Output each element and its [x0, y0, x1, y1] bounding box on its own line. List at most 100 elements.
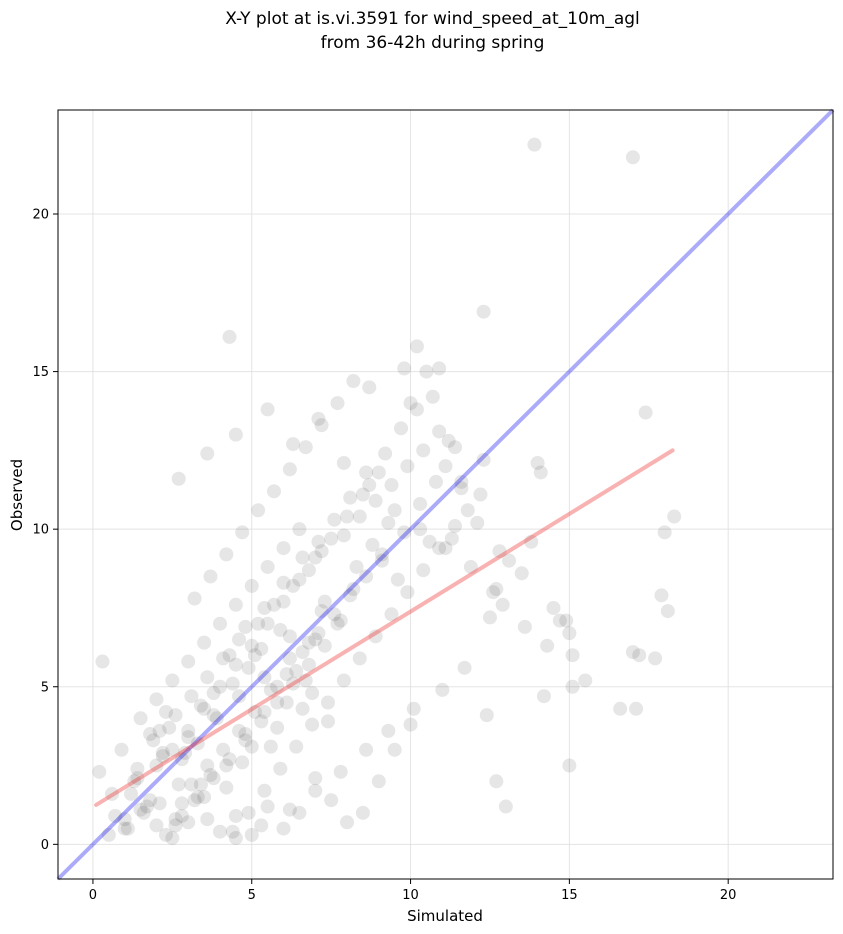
data-point [352, 651, 367, 666]
data-point [403, 396, 418, 411]
data-point [187, 793, 202, 808]
data-point [266, 484, 281, 499]
data-point [613, 701, 628, 716]
data-point [359, 569, 374, 584]
data-point [454, 474, 469, 489]
data-point [340, 815, 355, 830]
data-point [324, 531, 339, 546]
data-point [260, 402, 275, 417]
y-tick-label-0: 0 [41, 838, 49, 853]
data-point [368, 629, 383, 644]
data-point [244, 638, 259, 653]
data-point [327, 607, 342, 622]
data-point [241, 660, 256, 675]
data-point [219, 547, 234, 562]
data-point [143, 793, 158, 808]
data-point [432, 361, 447, 376]
data-point [209, 711, 224, 726]
data-point [232, 723, 247, 738]
data-point [174, 796, 189, 811]
data-point [222, 329, 237, 344]
data-point [346, 582, 361, 597]
data-point [305, 686, 320, 701]
regression-line [94, 448, 675, 807]
data-point [168, 708, 183, 723]
data-point [384, 478, 399, 493]
data-point [244, 739, 259, 754]
data-point [282, 651, 297, 666]
data-point [200, 670, 215, 685]
data-point [228, 808, 243, 823]
data-point [251, 616, 266, 631]
data-point [365, 537, 380, 552]
data-point [273, 761, 288, 776]
data-point [498, 799, 513, 814]
data-point [158, 827, 173, 842]
data-point [327, 512, 342, 527]
data-point [476, 452, 491, 467]
data-point [232, 689, 247, 704]
y-tick-label-4: 20 [32, 208, 49, 223]
data-point [200, 812, 215, 827]
data-point [168, 812, 183, 827]
data-point [238, 733, 253, 748]
data-point [562, 758, 577, 773]
data-point [527, 137, 542, 152]
data-point [162, 720, 177, 735]
data-point [190, 736, 205, 751]
x-tick-label-3: 15 [561, 888, 578, 903]
data-point [219, 780, 234, 795]
data-point [359, 742, 374, 757]
data-point [552, 613, 567, 628]
data-point [104, 786, 119, 801]
data-point [413, 522, 428, 537]
data-point [308, 771, 323, 786]
data-point [400, 459, 415, 474]
data-point [130, 771, 145, 786]
data-point [232, 632, 247, 647]
data-point [101, 827, 116, 842]
data-point [444, 531, 459, 546]
data-point [235, 755, 250, 770]
data-point [228, 657, 243, 672]
data-point [371, 465, 386, 480]
data-point [438, 459, 453, 474]
data-point [495, 597, 510, 612]
data-point [397, 361, 412, 376]
data-point [260, 559, 275, 574]
data-point [371, 774, 386, 789]
data-point [346, 374, 361, 389]
data-point [228, 427, 243, 442]
data-point [473, 487, 488, 502]
data-point [301, 657, 316, 672]
data-point [95, 654, 110, 669]
data-point [305, 717, 320, 732]
y-axis-ticks: 0 5 10 15 20 [32, 208, 58, 853]
data-point [266, 597, 281, 612]
data-point [216, 651, 231, 666]
data-point [295, 701, 310, 716]
data-point [282, 462, 297, 477]
data-point [247, 704, 262, 719]
data-point [257, 600, 272, 615]
data-point [244, 827, 259, 842]
data-point [403, 717, 418, 732]
data-point [559, 613, 574, 628]
data-point [368, 493, 383, 508]
data-point [152, 723, 167, 738]
data-point [276, 575, 291, 590]
data-point [625, 645, 640, 660]
data-point [409, 339, 424, 354]
data-point [270, 695, 285, 710]
data-point [422, 534, 437, 549]
data-point [276, 541, 291, 556]
data-point [260, 799, 275, 814]
data-point [517, 619, 532, 634]
data-point [127, 774, 142, 789]
data-point [216, 742, 231, 757]
data-point [416, 563, 431, 578]
data-point [155, 749, 170, 764]
data-point [638, 405, 653, 420]
data-point [203, 767, 218, 782]
data-point [184, 689, 199, 704]
